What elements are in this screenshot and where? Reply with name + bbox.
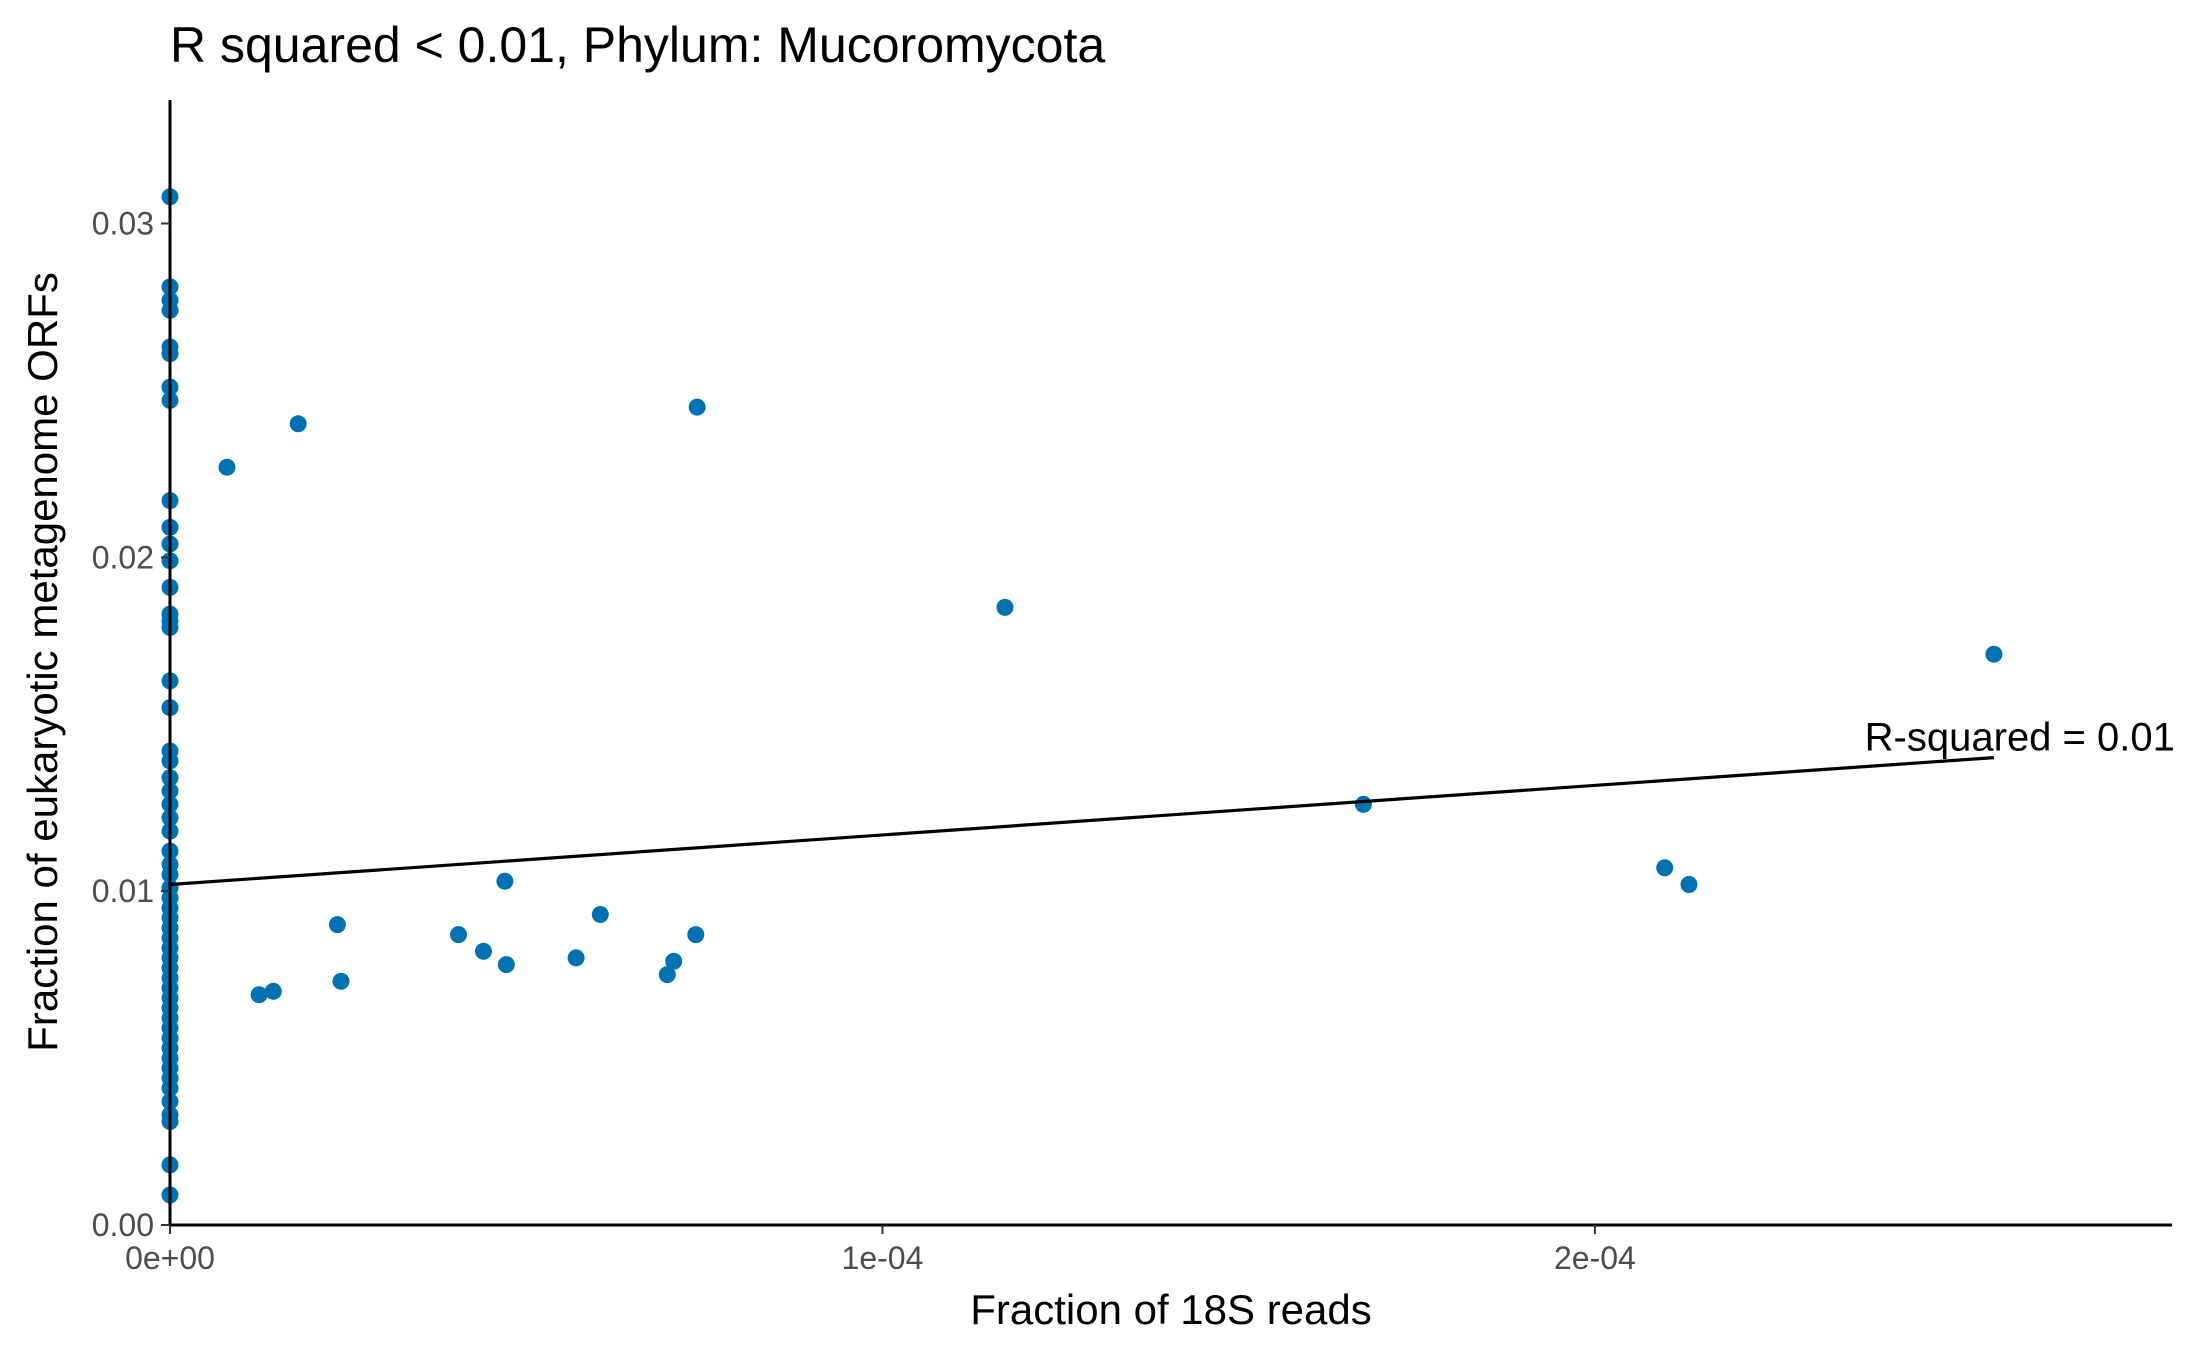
data-point bbox=[665, 952, 683, 970]
chart-title: R squared < 0.01, Phylum: Mucoromycota bbox=[170, 17, 1105, 73]
data-point bbox=[996, 598, 1014, 616]
y-tick-label: 0.01 bbox=[92, 873, 154, 909]
x-axis-label: Fraction of 18S reads bbox=[970, 1286, 1372, 1333]
data-point bbox=[567, 949, 585, 967]
data-point bbox=[497, 956, 515, 974]
data-point bbox=[475, 942, 492, 960]
x-axis-ticks: 0e+00 1e-04 2e-04 bbox=[125, 1225, 1636, 1276]
data-point bbox=[1680, 876, 1698, 893]
y-axis-label: Fraction of eukaryotic metagenome ORFs bbox=[19, 272, 66, 1052]
axes-layer bbox=[168, 100, 2172, 1227]
y-axis-ticks: 0.00 0.01 0.02 0.03 bbox=[92, 206, 170, 1243]
points-layer bbox=[161, 188, 2003, 1204]
data-point bbox=[496, 872, 514, 890]
data-point bbox=[687, 926, 705, 944]
x-tick-label: 1e-04 bbox=[842, 1240, 924, 1276]
data-point bbox=[328, 916, 346, 934]
data-point bbox=[1354, 795, 1372, 813]
x-tick-label: 0e+00 bbox=[125, 1240, 215, 1276]
data-point bbox=[250, 986, 268, 1004]
regression-line bbox=[169, 756, 1994, 887]
data-point bbox=[591, 906, 609, 923]
fit-layer bbox=[169, 756, 1994, 887]
data-point bbox=[289, 415, 307, 433]
y-tick-label: 0.00 bbox=[92, 1207, 154, 1243]
data-point bbox=[658, 966, 676, 984]
y-tick-label: 0.02 bbox=[92, 539, 154, 575]
data-point bbox=[264, 982, 282, 1000]
data-point bbox=[1656, 859, 1674, 877]
x-tick-label: 2e-04 bbox=[1554, 1240, 1636, 1276]
r-squared-annotation: R-squared = 0.01 bbox=[1865, 716, 2175, 760]
data-point bbox=[218, 458, 236, 476]
data-point bbox=[450, 926, 467, 944]
data-point bbox=[1985, 645, 2003, 663]
data-point bbox=[688, 398, 706, 416]
y-tick-label: 0.03 bbox=[92, 206, 154, 242]
data-point bbox=[332, 972, 350, 990]
